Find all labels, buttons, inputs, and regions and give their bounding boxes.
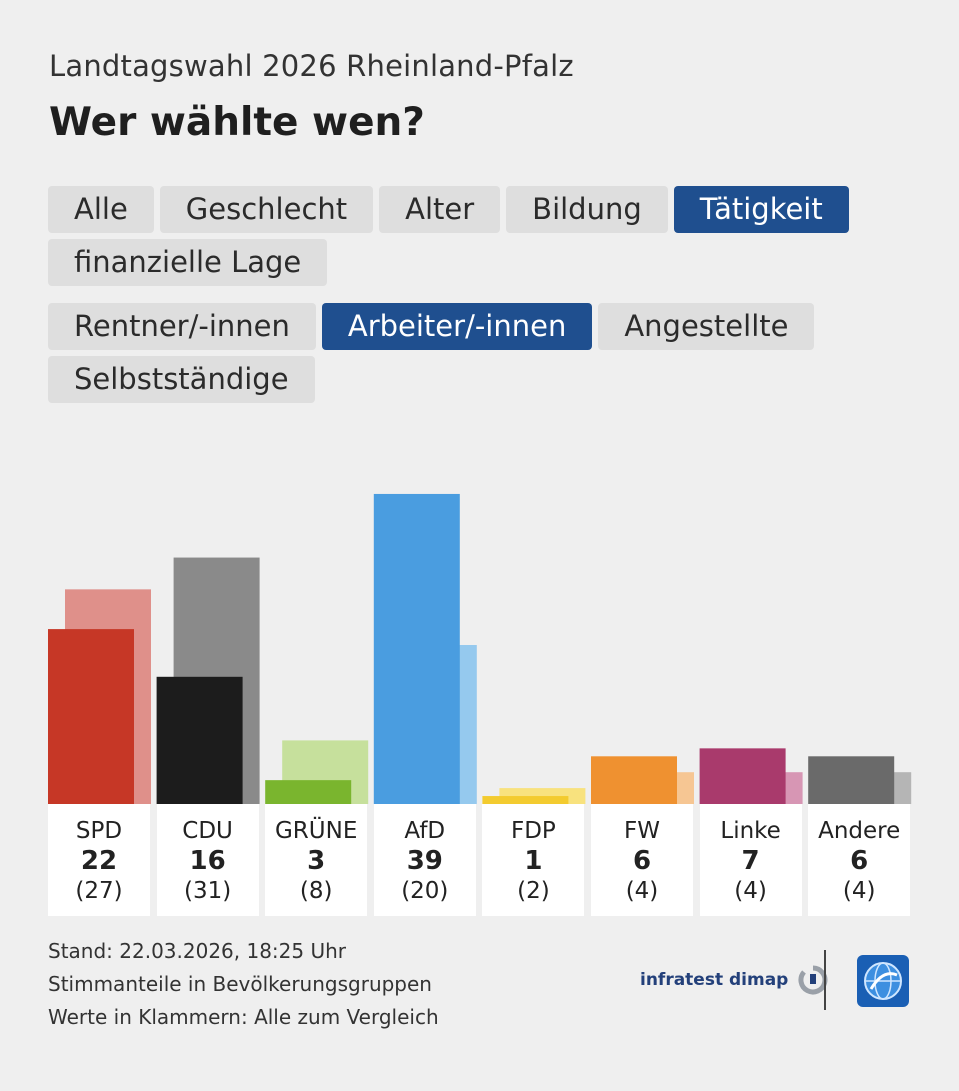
party-value: 6 bbox=[850, 846, 869, 876]
party-name: Linke bbox=[720, 818, 781, 844]
party-value: 1 bbox=[524, 846, 543, 876]
party-label-fw: FW 6 (4) bbox=[591, 804, 693, 916]
bar-chart bbox=[48, 493, 912, 804]
party-comparison-value: (20) bbox=[401, 878, 449, 904]
filter-chip-geschlecht[interactable]: Geschlecht bbox=[159, 186, 374, 233]
party-label-grüne: GRÜNE 3 (8) bbox=[265, 804, 368, 916]
party-name: FDP bbox=[510, 818, 556, 844]
party-value: 16 bbox=[189, 846, 226, 876]
chart-title: Wer wählte wen? bbox=[49, 100, 425, 145]
divider bbox=[824, 950, 826, 1010]
party-value: 3 bbox=[307, 846, 326, 876]
bar-fdp bbox=[482, 796, 569, 804]
party-label-fdp: FDP 1 (2) bbox=[482, 804, 585, 916]
party-comparison-value: (4) bbox=[842, 878, 876, 904]
category-filter-bar: Alle Geschlecht Alter Bildung Tätigkeit finan… bbox=[48, 186, 888, 286]
group-chip-selbstständige[interactable]: Selbstständige bbox=[48, 356, 315, 403]
brand-name: infratest dimap bbox=[640, 970, 789, 990]
note-text: Werte in Klammern: Alle zum Vergleich bbox=[48, 1005, 439, 1029]
party-name: GRÜNE bbox=[274, 818, 358, 844]
bar-spd bbox=[48, 629, 134, 804]
group-chip-angestellte[interactable]: Angestellte bbox=[598, 303, 815, 350]
party-value: 39 bbox=[406, 846, 443, 876]
party-label-andere: Andere 6 (4) bbox=[808, 804, 911, 916]
infratest-logo-icon bbox=[798, 965, 828, 995]
party-value: 22 bbox=[80, 846, 118, 876]
group-chip-rentner-innen[interactable]: Rentner/-innen bbox=[48, 303, 316, 350]
bar-grüne bbox=[265, 780, 352, 804]
party-label-spd: SPD 22 (27) bbox=[48, 804, 150, 916]
party-label-cdu: CDU 16 (31) bbox=[156, 804, 259, 916]
group-filter-bar: Rentner/-innen Arbeiter/-innen Angestellte… bbox=[48, 303, 888, 403]
party-label-afd: AfD 39 (20) bbox=[373, 804, 476, 916]
timestamp-text: Stand: 22.03.2026, 18:25 Uhr bbox=[48, 939, 347, 963]
filter-chip-finanzielle-lage[interactable]: finanzielle Lage bbox=[48, 239, 328, 286]
bar-linke bbox=[699, 748, 786, 804]
filter-chip-alle[interactable]: Alle bbox=[48, 186, 154, 233]
party-value: 6 bbox=[632, 846, 652, 876]
filter-chip-tätigkeit[interactable]: Tätigkeit bbox=[673, 186, 849, 233]
party-name: CDU bbox=[182, 818, 233, 844]
chart-subtitle: Landtagswahl 2026 Rheinland-Pfalz bbox=[49, 49, 574, 83]
party-comparison-value: (4) bbox=[625, 878, 659, 904]
tagesschau-globe-icon bbox=[857, 955, 909, 1007]
party-comparison-value: (2) bbox=[517, 878, 550, 904]
party-name: FW bbox=[624, 818, 660, 844]
party-name: AfD bbox=[404, 818, 446, 844]
infratest-dimap-brand: infratest dimap bbox=[640, 965, 828, 995]
bar-fw bbox=[591, 756, 677, 804]
party-label-linke: Linke 7 (4) bbox=[699, 804, 802, 916]
party-comparison-value: (8) bbox=[299, 878, 333, 904]
party-name: SPD bbox=[75, 818, 123, 844]
party-comparison-value: (4) bbox=[734, 878, 767, 904]
bar-afd bbox=[373, 493, 460, 804]
filter-chip-alter[interactable]: Alter bbox=[379, 186, 501, 233]
description-text: Stimmanteile in Bevölkerungsgruppen bbox=[48, 972, 432, 996]
party-value: 7 bbox=[741, 846, 760, 876]
chart-footer: Stand: 22.03.2026, 18:25 Uhr Stimmanteil… bbox=[48, 935, 439, 1034]
filter-chip-bildung[interactable]: Bildung bbox=[506, 186, 668, 233]
bar-andere bbox=[808, 756, 895, 804]
party-comparison-value: (27) bbox=[75, 878, 123, 904]
party-name: Andere bbox=[818, 818, 901, 844]
bar-cdu bbox=[156, 676, 243, 804]
group-chip-arbeiter-innen[interactable]: Arbeiter/-innen bbox=[321, 303, 593, 350]
party-comparison-value: (31) bbox=[183, 878, 232, 904]
